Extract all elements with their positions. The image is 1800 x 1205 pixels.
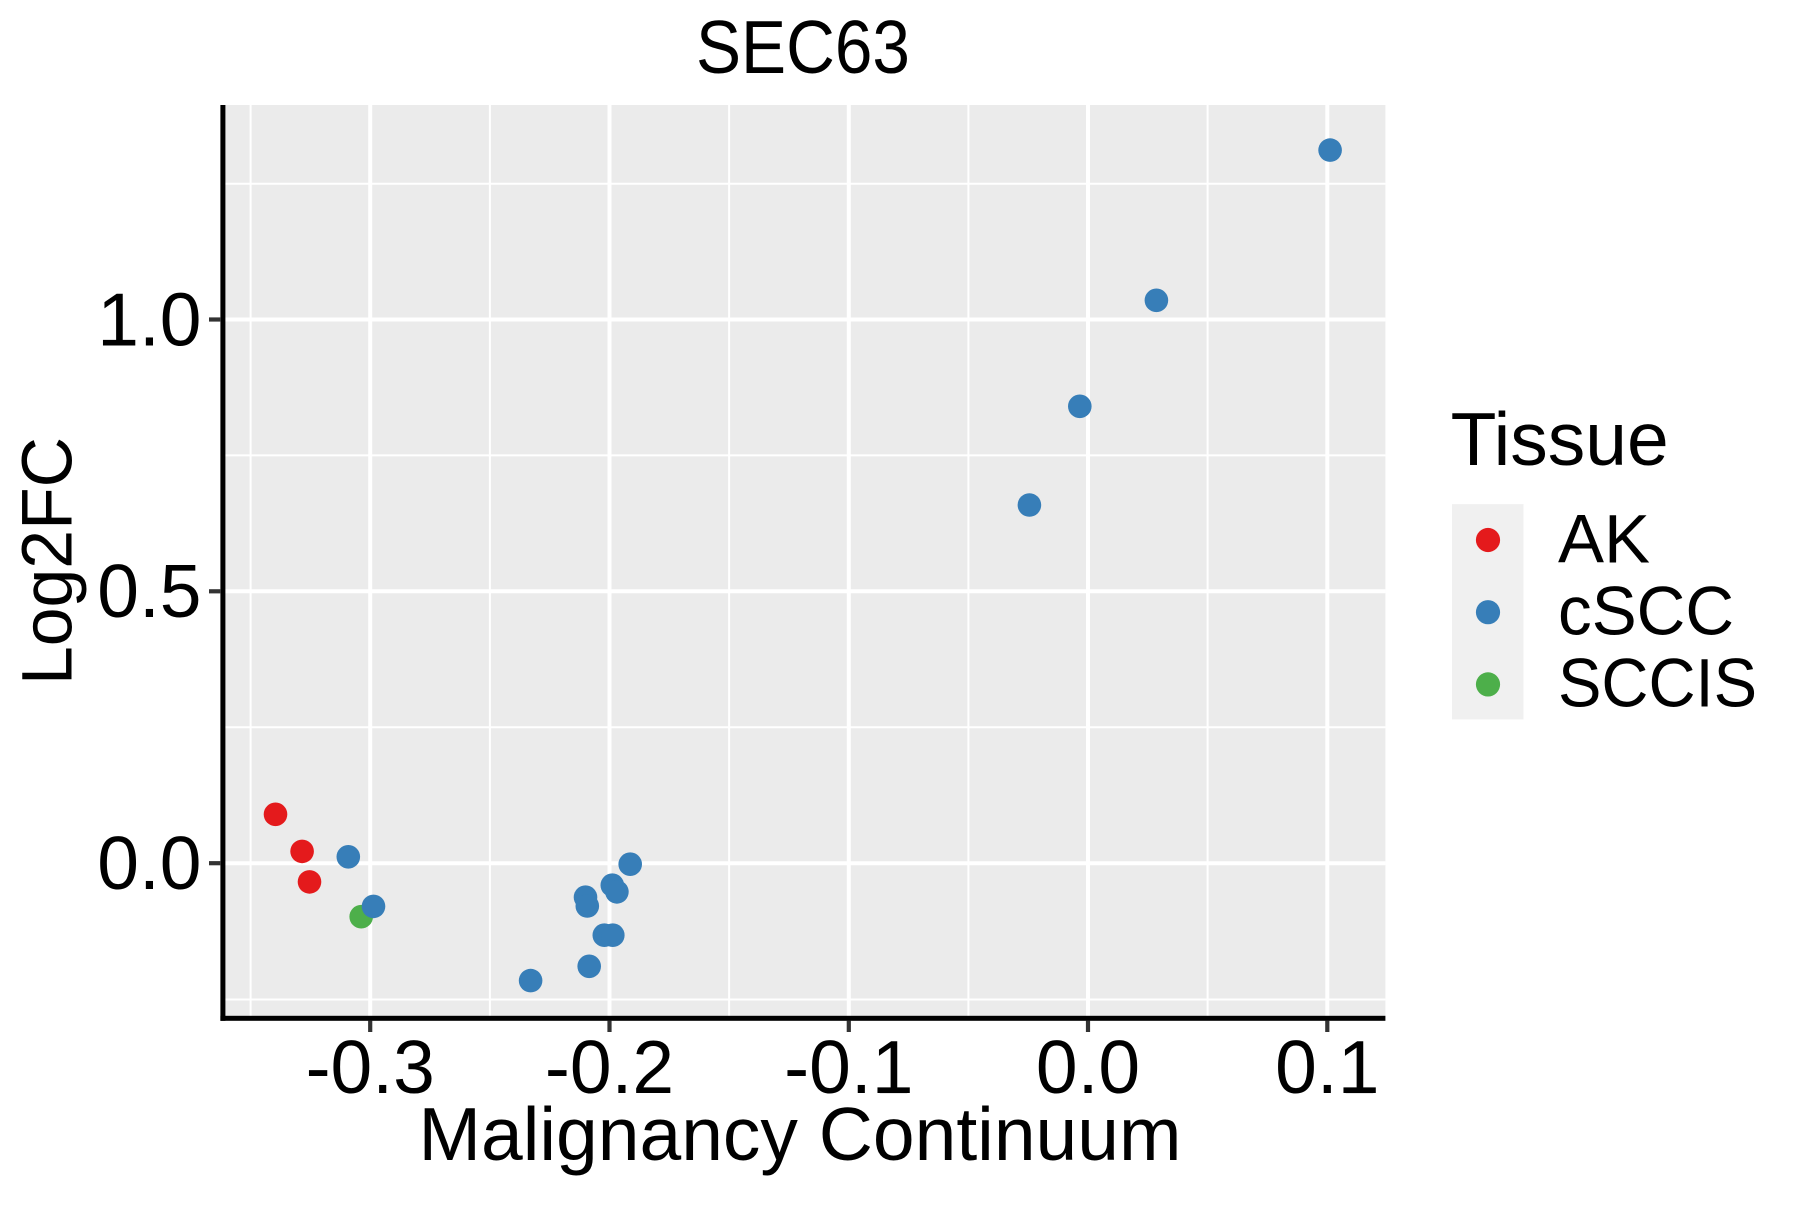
svg-text:-0.2: -0.2 bbox=[545, 1025, 674, 1109]
svg-text:SEC63: SEC63 bbox=[696, 5, 910, 89]
svg-text:1.0: 1.0 bbox=[97, 277, 201, 361]
svg-text:Tissue: Tissue bbox=[1451, 397, 1669, 481]
svg-text:0.1: 0.1 bbox=[1275, 1025, 1379, 1109]
svg-text:cSCC: cSCC bbox=[1558, 573, 1734, 650]
svg-text:Malignancy Continuum: Malignancy Continuum bbox=[419, 1092, 1182, 1176]
svg-text:-0.1: -0.1 bbox=[784, 1025, 913, 1109]
svg-text:SCCIS: SCCIS bbox=[1558, 645, 1757, 722]
svg-text:AK: AK bbox=[1558, 501, 1650, 578]
svg-text:Log2FC: Log2FC bbox=[9, 437, 88, 685]
svg-text:0.0: 0.0 bbox=[1036, 1025, 1140, 1109]
svg-text:0.0: 0.0 bbox=[97, 821, 201, 905]
svg-text:0.5: 0.5 bbox=[97, 549, 201, 633]
svg-text:-0.3: -0.3 bbox=[306, 1025, 435, 1109]
